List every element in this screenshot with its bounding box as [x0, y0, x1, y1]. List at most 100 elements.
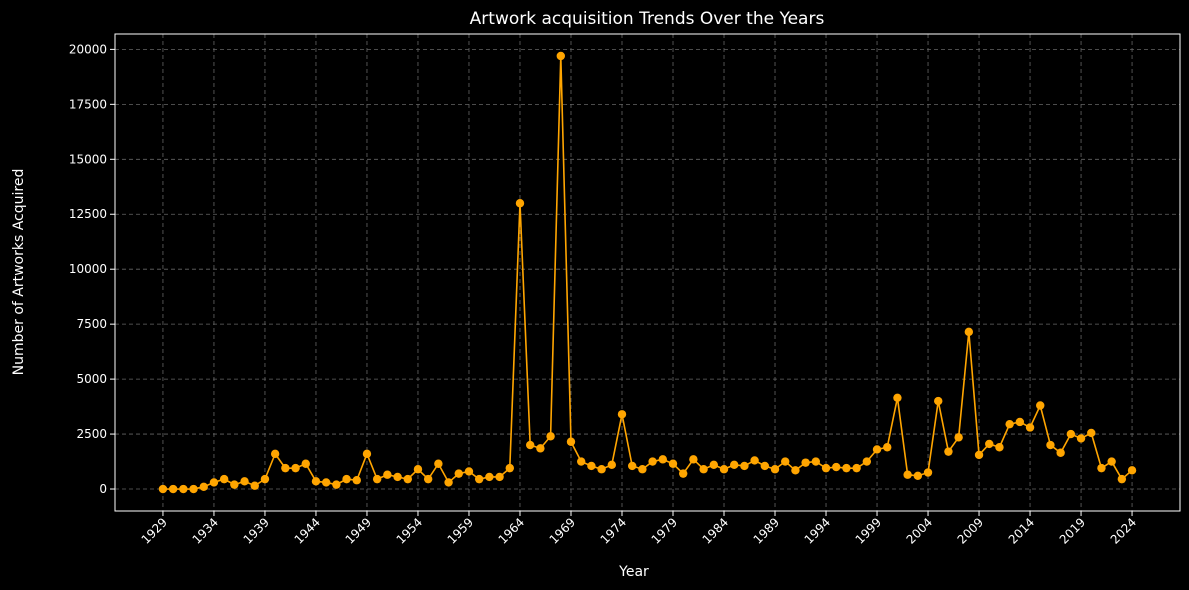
data-point [281, 463, 290, 473]
data-point [985, 439, 994, 449]
y-tick-label: 20000 [69, 42, 107, 56]
data-point [1005, 419, 1014, 429]
data-point [740, 461, 749, 471]
data-point [240, 477, 249, 486]
data-point [883, 443, 892, 452]
data-point [199, 482, 208, 492]
data-point [444, 478, 453, 487]
data-point [576, 457, 586, 466]
y-tick-label: 17500 [69, 97, 107, 111]
data-point [852, 463, 861, 473]
data-point [383, 470, 392, 479]
plot-frame [114, 33, 1181, 512]
data-point [1087, 428, 1096, 438]
data-point [515, 199, 525, 208]
data-point [627, 461, 637, 471]
data-point [617, 410, 627, 419]
data-point [525, 440, 535, 450]
data-point [464, 467, 474, 476]
data-point [730, 460, 739, 470]
data-point [342, 474, 351, 484]
data-point [1117, 474, 1127, 484]
data-point [974, 450, 984, 460]
y-tick-label: 5000 [76, 372, 107, 386]
data-point [719, 465, 729, 474]
y-tick-label: 15000 [69, 152, 107, 166]
y-tick-label: 10000 [69, 262, 107, 276]
data-point [750, 456, 759, 465]
data-point [597, 465, 606, 474]
data-point [566, 437, 576, 446]
data-point [1127, 466, 1137, 475]
data-point [1056, 448, 1065, 457]
data-point [770, 465, 780, 474]
data-point [536, 444, 545, 453]
data-point [301, 459, 310, 468]
data-point [913, 471, 923, 481]
data-point [209, 478, 219, 487]
data-point [944, 447, 953, 456]
y-tick-label: 2500 [76, 427, 107, 441]
data-point [403, 474, 412, 484]
data-point [791, 466, 800, 475]
y-tick-label: 12500 [69, 207, 107, 221]
data-point [689, 455, 698, 464]
data-point [699, 465, 708, 474]
data-point [832, 462, 841, 472]
data-point [413, 465, 423, 474]
data-point [903, 470, 912, 479]
data-point [250, 481, 259, 490]
data-point [893, 393, 902, 402]
data-point [954, 433, 963, 442]
data-point [679, 469, 688, 478]
grid-layer [115, 34, 1180, 511]
data-point [332, 480, 341, 489]
data-point [842, 463, 851, 473]
data-point [179, 484, 188, 494]
data-point [230, 480, 239, 489]
data-point [219, 474, 229, 484]
data-point [811, 457, 821, 466]
data-point [291, 463, 300, 473]
data-point [760, 461, 770, 471]
data-point [658, 455, 668, 464]
data-point [352, 476, 361, 485]
y-tick-label: 0 [99, 482, 107, 496]
data-point [995, 443, 1004, 452]
data-point [709, 460, 719, 470]
data-point [189, 484, 198, 494]
data-point [321, 478, 331, 487]
data-point [260, 474, 270, 484]
x-axis-label: Year [618, 564, 649, 580]
data-point [423, 474, 433, 484]
data-point [923, 468, 933, 477]
data-point [1046, 440, 1055, 450]
data-point [372, 474, 382, 484]
data-point [872, 445, 882, 454]
data-point [648, 457, 657, 466]
data-point [1025, 423, 1035, 432]
data-point [801, 458, 810, 467]
data-point [158, 484, 168, 494]
data-point [638, 465, 647, 474]
data-point [546, 432, 555, 441]
data-point [1097, 463, 1106, 473]
data-point [362, 449, 372, 459]
data-point [1107, 457, 1116, 466]
data-point [311, 477, 321, 486]
data-point [495, 472, 504, 482]
data-point [964, 327, 974, 337]
data-point [668, 459, 678, 468]
data-point [587, 461, 596, 471]
data-point [485, 472, 494, 482]
data-point [393, 472, 402, 482]
data-point [1015, 417, 1025, 427]
data-point [821, 463, 831, 473]
series-layer [158, 51, 1137, 494]
data-point [781, 457, 790, 466]
data-point [474, 474, 484, 484]
data-point [1036, 401, 1045, 410]
data-point [862, 457, 872, 466]
